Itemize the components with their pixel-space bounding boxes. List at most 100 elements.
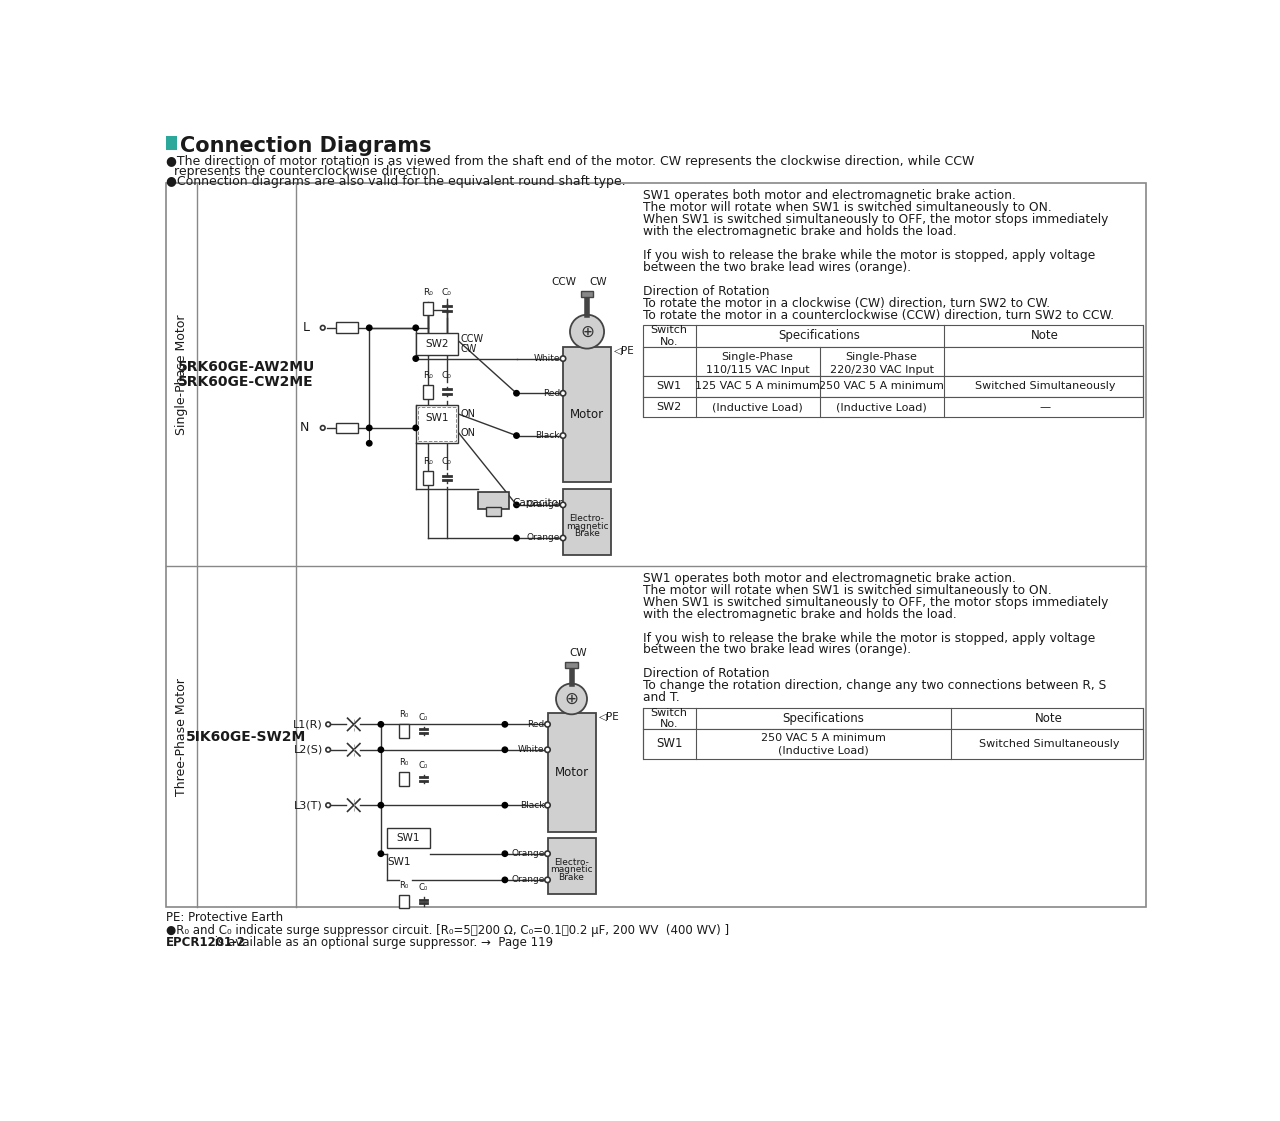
- Circle shape: [570, 315, 604, 349]
- Circle shape: [320, 426, 325, 430]
- Text: is available as an optional surge suppressor. →  Page 119: is available as an optional surge suppre…: [211, 936, 553, 949]
- Text: Single-Phase Motor: Single-Phase Motor: [175, 315, 188, 435]
- Circle shape: [513, 502, 520, 508]
- Text: C₀: C₀: [442, 371, 452, 380]
- Text: Specifications: Specifications: [778, 330, 860, 342]
- Text: To rotate the motor in a counterclockwise (CCW) direction, turn SW2 to CCW.: To rotate the motor in a counterclockwis…: [643, 308, 1114, 322]
- Bar: [399, 895, 410, 908]
- Text: 5RK60GE-CW2ME: 5RK60GE-CW2ME: [178, 376, 314, 389]
- Bar: [166, 566, 197, 907]
- Bar: [643, 346, 1143, 376]
- Text: CW: CW: [568, 648, 586, 658]
- Circle shape: [556, 684, 588, 714]
- Circle shape: [545, 851, 550, 856]
- Circle shape: [326, 722, 330, 726]
- Text: SW1 operates both motor and electromagnetic brake action.: SW1 operates both motor and electromagne…: [643, 572, 1016, 585]
- Circle shape: [561, 433, 566, 438]
- Circle shape: [320, 325, 325, 330]
- Text: Orange: Orange: [511, 876, 544, 884]
- Text: SW1: SW1: [657, 381, 682, 391]
- Text: SW1: SW1: [387, 856, 411, 867]
- Text: When SW1 is switched simultaneously to OFF, the motor stops immediately: When SW1 is switched simultaneously to O…: [643, 213, 1108, 226]
- Text: Specifications: Specifications: [782, 712, 864, 725]
- Text: C₀: C₀: [419, 883, 428, 892]
- Circle shape: [413, 425, 419, 430]
- Bar: [419, 407, 456, 441]
- Text: Switched Simultaneously: Switched Simultaneously: [975, 381, 1115, 391]
- Text: with the electromagnetic brake and holds the load.: with the electromagnetic brake and holds…: [643, 225, 956, 238]
- Bar: [424, 385, 433, 399]
- Text: White: White: [534, 354, 559, 363]
- Bar: [424, 471, 433, 485]
- Text: Brake: Brake: [558, 873, 585, 882]
- Text: L2(S): L2(S): [293, 744, 323, 754]
- Circle shape: [378, 747, 384, 752]
- Bar: [197, 566, 296, 907]
- Text: —: —: [1039, 402, 1051, 413]
- Bar: [643, 376, 1143, 397]
- Text: between the two brake lead wires (orange).: between the two brake lead wires (orange…: [643, 643, 911, 657]
- Circle shape: [561, 390, 566, 396]
- Text: L1(R): L1(R): [293, 720, 323, 730]
- Bar: [563, 348, 611, 482]
- Text: ●Connection diagrams are also valid for the equivalent round shaft type.: ●Connection diagrams are also valid for …: [166, 175, 626, 187]
- Circle shape: [502, 747, 508, 752]
- Bar: [416, 333, 458, 354]
- Text: Electro-: Electro-: [554, 858, 589, 867]
- Text: PE: Protective Earth: PE: Protective Earth: [166, 911, 283, 925]
- Circle shape: [326, 748, 330, 752]
- Text: Three-Phase Motor: Three-Phase Motor: [175, 678, 188, 796]
- Bar: [166, 183, 1146, 907]
- Bar: [416, 405, 458, 443]
- Bar: [197, 183, 296, 566]
- Bar: [643, 730, 1143, 759]
- Text: Black: Black: [520, 800, 544, 809]
- Bar: [643, 325, 1143, 346]
- Circle shape: [378, 722, 384, 728]
- Text: The motor will rotate when SW1 is switched simultaneously to ON.: The motor will rotate when SW1 is switch…: [643, 584, 1052, 596]
- Circle shape: [561, 502, 566, 508]
- Text: and T.: and T.: [643, 692, 680, 704]
- Text: Direction of Rotation: Direction of Rotation: [643, 667, 769, 680]
- Text: SW1 operates both motor and electromagnetic brake action.: SW1 operates both motor and electromagne…: [643, 189, 1016, 202]
- Text: 110/115 VAC Input: 110/115 VAC Input: [705, 364, 809, 374]
- Circle shape: [545, 803, 550, 808]
- Bar: [424, 302, 433, 315]
- Text: C₀: C₀: [419, 761, 428, 770]
- Bar: [643, 397, 1143, 417]
- Circle shape: [413, 325, 419, 331]
- Text: The motor will rotate when SW1 is switched simultaneously to ON.: The motor will rotate when SW1 is switch…: [643, 201, 1052, 214]
- Text: 220/230 VAC Input: 220/230 VAC Input: [829, 364, 933, 374]
- Text: Electro-: Electro-: [570, 513, 604, 522]
- Text: CCW: CCW: [552, 277, 576, 287]
- Text: Switch
No.: Switch No.: [650, 707, 687, 730]
- Bar: [166, 183, 197, 566]
- Text: Direction of Rotation: Direction of Rotation: [643, 285, 769, 298]
- Circle shape: [378, 851, 384, 856]
- Text: Motor: Motor: [570, 408, 604, 420]
- Text: CW: CW: [461, 343, 477, 353]
- Circle shape: [366, 441, 372, 446]
- Bar: [566, 663, 577, 668]
- Circle shape: [513, 536, 520, 540]
- Text: Brake: Brake: [575, 529, 600, 538]
- Bar: [335, 323, 357, 333]
- Bar: [477, 492, 508, 509]
- Circle shape: [413, 355, 419, 361]
- Text: White: White: [518, 745, 544, 754]
- Text: Orange: Orange: [526, 500, 559, 509]
- Text: 250 VAC 5 A minimum: 250 VAC 5 A minimum: [762, 733, 886, 743]
- Text: 5RK60GE-AW2MU: 5RK60GE-AW2MU: [178, 360, 315, 374]
- Text: Orange: Orange: [526, 534, 559, 543]
- Bar: [643, 707, 1143, 730]
- Text: R₀: R₀: [399, 759, 408, 768]
- Circle shape: [545, 878, 550, 882]
- Text: ●The direction of motor rotation is as viewed from the shaft end of the motor. C: ●The direction of motor rotation is as v…: [166, 155, 974, 167]
- Circle shape: [561, 536, 566, 540]
- Text: Note: Note: [1032, 330, 1059, 342]
- Bar: [387, 828, 430, 847]
- Text: ◁PE: ◁PE: [599, 712, 620, 722]
- Text: Switch
No.: Switch No.: [650, 325, 687, 346]
- Text: SW2: SW2: [425, 339, 449, 349]
- Text: CW: CW: [589, 277, 607, 287]
